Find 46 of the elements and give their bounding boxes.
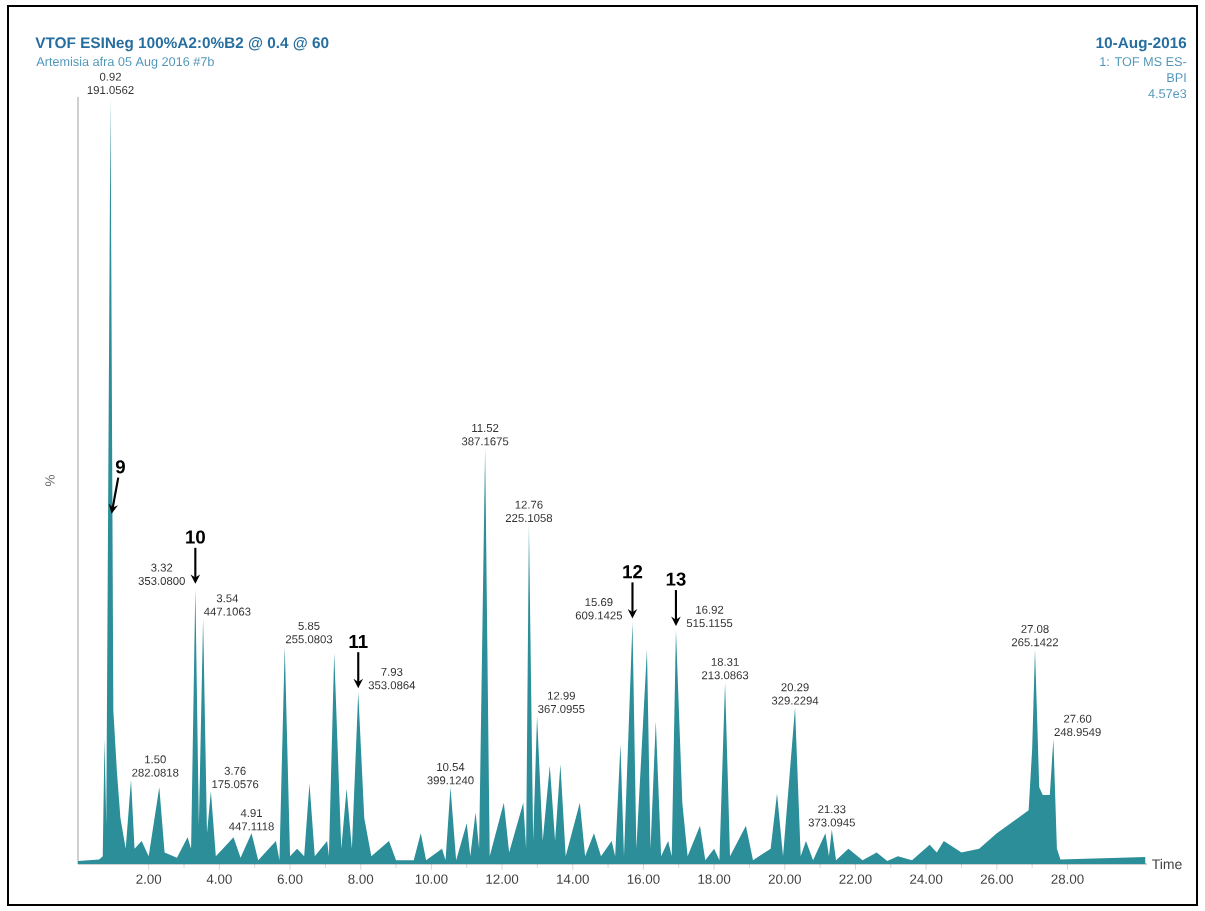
annotation: 3.76 175.0576 [212, 766, 259, 789]
annotation: 9 [115, 460, 125, 474]
annotation: 0.92 191.0562 [87, 72, 134, 95]
annotation: 16.92 515.1155 [686, 605, 733, 628]
annotation: 27.08 265.1422 [1011, 624, 1059, 647]
x-tick-label: 16.00 [627, 874, 660, 884]
x-tick-label: 28.00 [1051, 874, 1084, 884]
annotation: 11 [349, 635, 368, 648]
x-tick-label: 26.00 [980, 874, 1013, 884]
y-axis-title: % [45, 475, 55, 486]
annotation: 10 [186, 530, 205, 544]
annotation: 3.54 447.1063 [203, 594, 251, 616]
x-axis-title: Time [1152, 858, 1182, 870]
annotation: 4.91 447.1118 [228, 809, 274, 831]
annotation: 7.93 353.0864 [368, 667, 416, 690]
x-tick-label: 8.00 [348, 874, 374, 884]
x-tick-label: 6.00 [277, 874, 303, 884]
annotation: 12.76 225.1058 [505, 500, 553, 523]
text: BPI [1167, 73, 1186, 82]
annotation: 27.60 248.9549 [1054, 714, 1101, 737]
annotation: 12.99 367.0955 [538, 691, 585, 714]
x-tick-label: 4.00 [206, 874, 232, 884]
annotation: 12 [623, 565, 643, 579]
x-tick-label: 24.00 [910, 874, 943, 884]
x-tick-label: 2.00 [136, 874, 162, 884]
annotation: 18.31 213.0863 [702, 657, 749, 680]
annotation: 21.33 373.0945 [808, 805, 855, 827]
annotation: 11.52 387.1675 [461, 424, 509, 446]
text: 10-Aug-2016 [1096, 37, 1187, 52]
text: 4.57e3 [1148, 89, 1187, 99]
x-tick-label: 14.00 [557, 874, 589, 884]
x-tick-label: 20.00 [768, 874, 801, 884]
annotation: 13 [666, 572, 686, 586]
x-tick-label: 10.00 [415, 874, 448, 884]
x-tick-label: 18.00 [698, 874, 731, 884]
x-tick-label: 12.00 [486, 874, 519, 884]
annotation: 20.29 329.2294 [771, 683, 819, 705]
annotation: 1.50 282.0818 [132, 755, 179, 777]
chart-title: VTOF ESINeg 100%A2:0%B2 @ 0.4 @ 60 [35, 37, 329, 52]
annotation: 15.69 609.1425 [575, 598, 623, 620]
annotation: 10.54 399.1240 [427, 763, 474, 785]
text: 1: TOF MS ES- [1100, 57, 1187, 67]
annotation: 5.85 255.0803 [285, 621, 333, 644]
annotation: 3.32 353.0800 [138, 563, 185, 585]
x-tick-label: 22.00 [839, 874, 872, 884]
chart-subtitle: Artemisia afra 05 Aug 2016 #7b [36, 56, 214, 69]
